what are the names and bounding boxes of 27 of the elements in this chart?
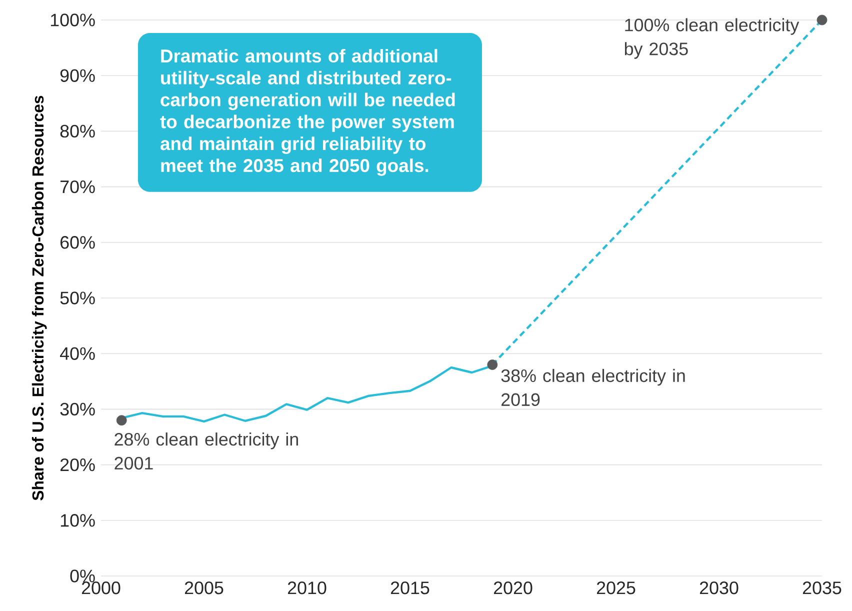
y-tick-label: 0% [70, 570, 95, 582]
y-tick-label: 60% [60, 236, 95, 249]
annotation: Dramatic amounts of additional utility-scale and distributed zero-carbon generation will be needed to decarbonize the power system and maintain grid reliability to meet the 2035 and 2050 goals. [160, 48, 455, 176]
y-tick-label: 30% [60, 402, 95, 416]
x-tick-label: 2015 [390, 582, 430, 594]
y-tick-label: 10% [60, 514, 95, 527]
annotation: 100% clean electricity by 2035 [624, 18, 800, 59]
y-tick-label: 20% [60, 458, 95, 472]
y-tick-label: 40% [60, 347, 95, 360]
point [116, 415, 127, 426]
x-tick-label: 2020 [494, 582, 532, 594]
y-tick-label: 80% [60, 124, 95, 138]
y-tick-label: 90% [60, 69, 95, 82]
x-tick-label: 2035 [802, 582, 842, 594]
point [487, 360, 498, 370]
x-tick-label: 2025 [596, 582, 636, 594]
x-tick-label: 2005 [184, 582, 224, 594]
y-tick-label: 70% [60, 180, 95, 194]
y-tick-label: 100% [50, 14, 95, 26]
x-tick-label: 2000 [82, 582, 120, 594]
annotation: 38% clean electricity in 2019 [501, 368, 685, 406]
point [816, 14, 828, 26]
x-tick-label: 2010 [288, 582, 326, 594]
x-tick-label: 2030 [700, 582, 738, 594]
y-tick-label: 50% [60, 292, 95, 304]
y-axis-title: Share of U.S. Electricity from Zero-Carbon Resources [32, 96, 47, 500]
annotation: 28% clean electricity in 2001 [114, 432, 298, 470]
